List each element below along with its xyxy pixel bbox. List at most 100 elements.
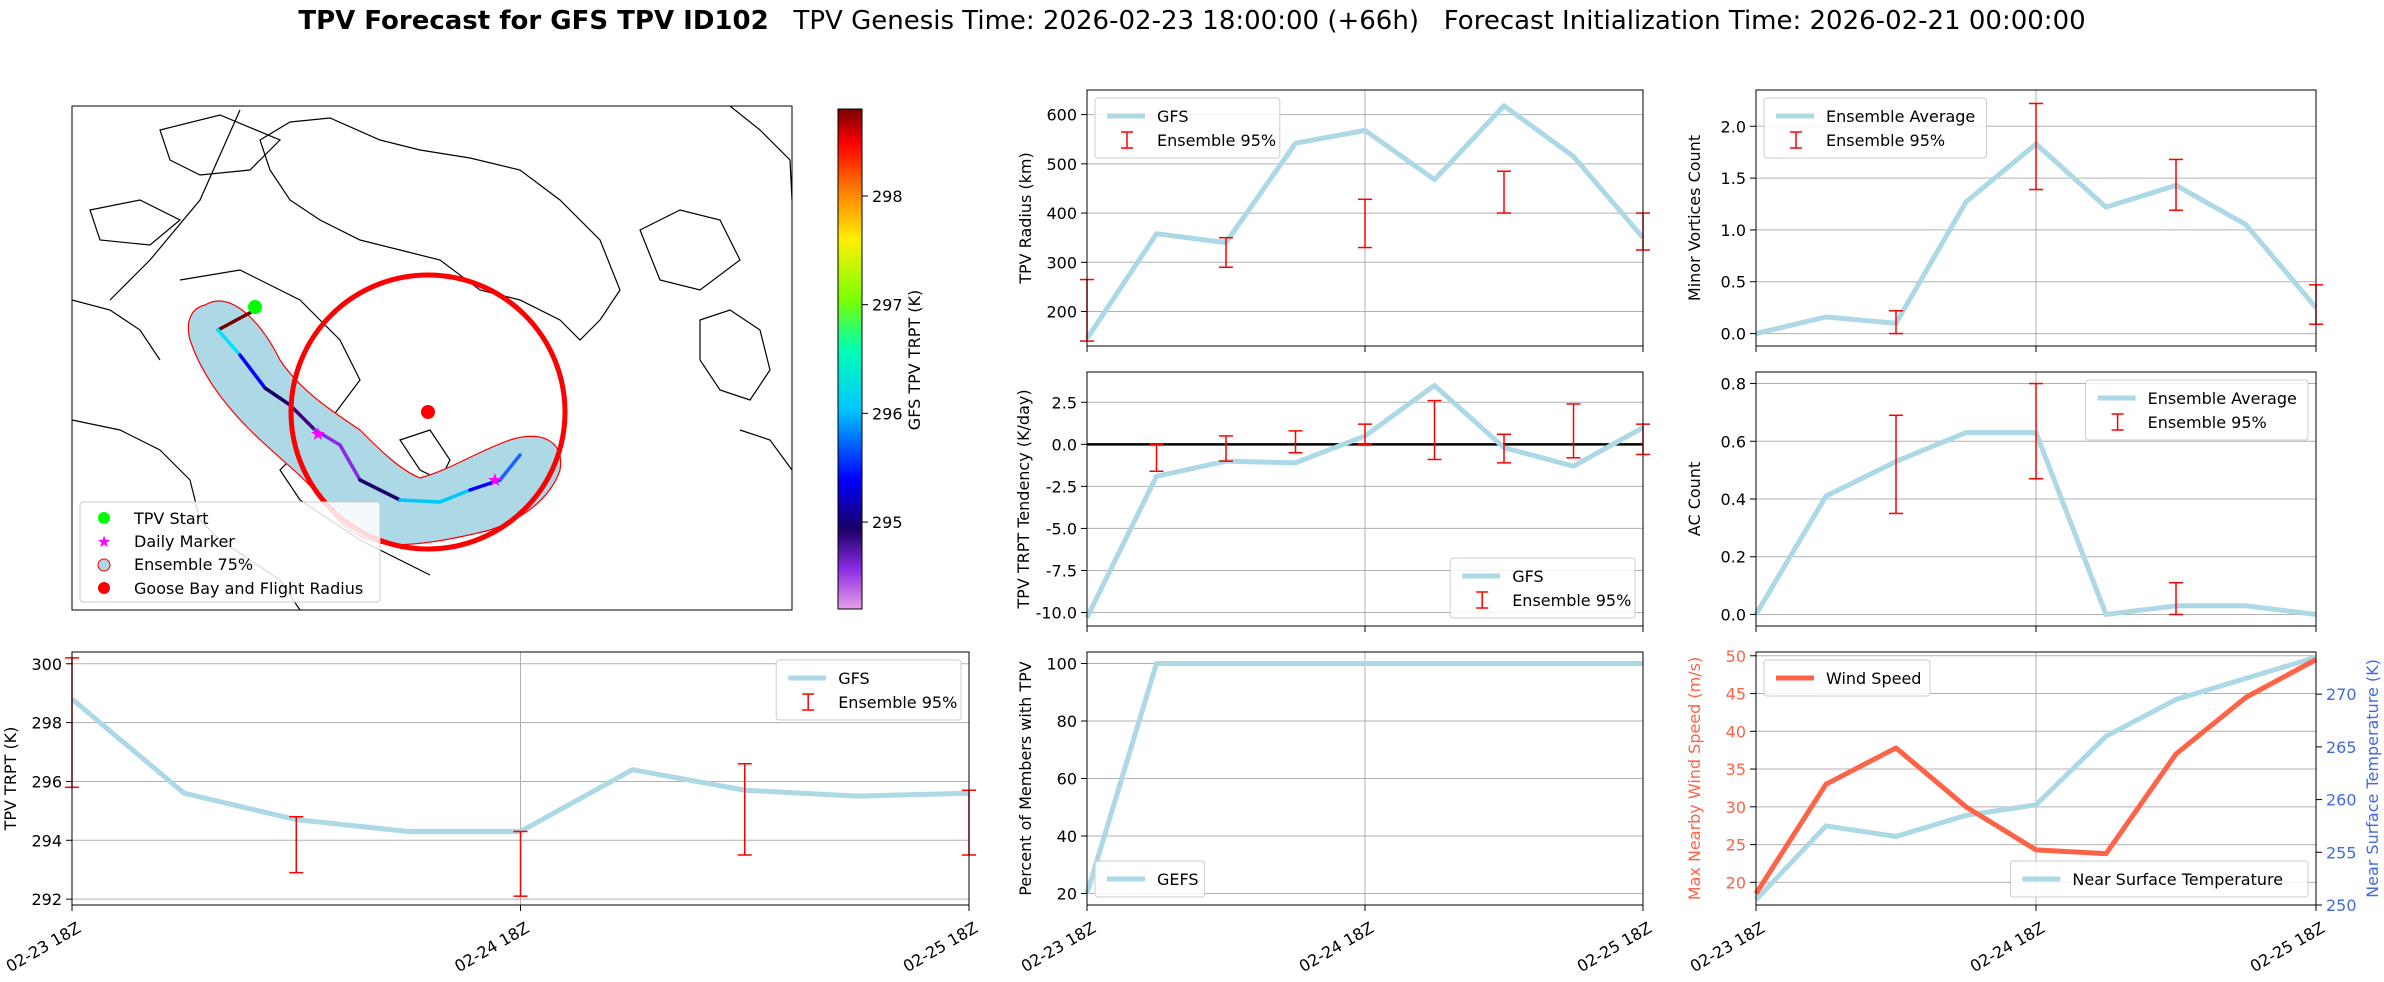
- wind_temp-legend-box-bottom-right: [2009, 860, 2309, 898]
- wind_temp-ytick-right-label-0: 250: [2326, 896, 2357, 915]
- radius-legend-label-0: GFS: [1157, 107, 1188, 126]
- wind_temp-legend-box-top-left: [1763, 659, 1931, 697]
- tendency-errorbar-2: [1288, 430, 1303, 454]
- trpt-legend-label-0: GFS: [838, 669, 869, 688]
- tpv-track: [216, 308, 522, 504]
- radius-errorbar-3: [1497, 170, 1511, 214]
- trpt-ylabel: TPV TRPT (K): [1, 727, 20, 832]
- tendency-legend-bottom-right: GFS Ensemble 95%: [1449, 557, 1636, 619]
- wind_temp-line: [1753, 657, 2318, 896]
- wind_temp-legend-top-left: Wind Speed: [1763, 659, 1931, 697]
- minor-legend-label-0: Ensemble Average: [1826, 107, 1975, 126]
- british-isles: [699, 309, 771, 401]
- radius-ytick-label-0: 200: [1046, 303, 1077, 322]
- tendency-ylabel: TPV TRPT Tendency (K/day): [1014, 389, 1033, 609]
- minor-errorbar-2: [2169, 158, 2183, 211]
- wind_temp-xtick-label-0: 02-23 18Z: [1687, 918, 1768, 976]
- ac-errorbar-2: [2169, 581, 2183, 616]
- colorbar-ticks: 295 296 297 298: [862, 187, 903, 532]
- arctic-island-1: [159, 114, 282, 176]
- map-panel: ★ ★ TPV Start ★ Daily Marker Ensemble 75…: [71, 105, 924, 611]
- tendency-ytick-label-5: 2.5: [1052, 393, 1077, 412]
- tendency-errorbar-5: [1497, 433, 1511, 464]
- title-bold: TPV Forecast for GFS TPV ID102: [298, 6, 769, 36]
- wind_temp-legend-bottom-right: Near Surface Temperature: [2009, 860, 2309, 898]
- wind_temp-ytick-right-label-4: 270: [2326, 685, 2357, 704]
- wind_temp-ytick-label-2: 30: [1726, 798, 1746, 817]
- wind_temp-ytick-label-0: 20: [1726, 873, 1746, 892]
- percent-ytick-label-1: 40: [1057, 827, 1077, 846]
- legend-daily-icon: ★: [97, 532, 111, 551]
- legend-ens-label: Ensemble 75%: [134, 555, 253, 574]
- percent-legend-label-0: GEFS: [1157, 870, 1199, 889]
- legend-goose-icon: [98, 582, 110, 594]
- minor-ytick-label-3: 1.5: [1721, 169, 1746, 188]
- percent-line: [1084, 661, 1643, 895]
- wind_temp-ylabel: Max Nearby Wind Speed (m/s): [1685, 657, 1704, 900]
- minor-ytick-label-0: 0.0: [1721, 325, 1746, 344]
- legend-daily-label: Daily Marker: [134, 532, 235, 551]
- radius-line: [1084, 103, 1645, 340]
- ac-legend-label-1: Ensemble 95%: [2148, 413, 2267, 432]
- tendency-legend-label-1: Ensemble 95%: [1512, 591, 1631, 610]
- tendency-ytick-label-0: -10.0: [1036, 604, 1077, 623]
- trpt-ytick-label-4: 300: [31, 655, 62, 674]
- tendency-ytick-label-3: -2.5: [1046, 477, 1077, 496]
- ac-ytick-label-2: 0.4: [1721, 490, 1746, 509]
- wind_temp-ytick-label-4: 40: [1726, 722, 1746, 741]
- tpv-start-marker: [248, 300, 262, 314]
- colorbar-tick-label-3: 298: [872, 187, 903, 206]
- colorbar-tick-label-0: 295: [872, 513, 903, 532]
- trpt-legend-box-top-right: [775, 659, 962, 721]
- trpt-xtick-label-2: 02-25 18Z: [900, 918, 981, 976]
- radius-legend-label-1: Ensemble 95%: [1157, 131, 1276, 150]
- greenland-coast: [259, 117, 621, 341]
- trpt-errorbar-2: [513, 830, 528, 897]
- minor-legend-label-1: Ensemble 95%: [1826, 131, 1945, 150]
- arctic-island-2: [89, 199, 182, 246]
- radius-errorbar-2: [1358, 198, 1372, 249]
- political-boundary: [109, 109, 241, 301]
- percent-legend-bottom-left: GEFS: [1094, 860, 1206, 898]
- trpt-ytick-label-2: 296: [31, 772, 62, 791]
- trpt-ytick-label-3: 298: [31, 714, 62, 733]
- trpt-xtick-label-0: 02-23 18Z: [3, 918, 84, 976]
- colorbar-gradient: [837, 108, 863, 610]
- trpt-xtick-label-1: 02-24 18Z: [451, 918, 532, 976]
- legend-start-icon: [98, 512, 110, 524]
- colorbar: 295 296 297 298 GFS TPV TRPT (K): [837, 108, 924, 610]
- ensemble-75-region: [187, 300, 562, 546]
- minor-legend-top-left: Ensemble Average Ensemble 95%: [1763, 97, 1987, 159]
- ac-errorbar-0: [1889, 414, 1903, 515]
- ac-errorbar-1: [2029, 382, 2043, 480]
- wind_temp-temp-line: [1754, 654, 2317, 902]
- chart-trpt: 292 294 296 298 300 02-23 18Z 02-24 18Z 02-25 1…: [1, 651, 981, 976]
- wind_temp-ylabel-right: Near Surface Temperature (K): [2363, 659, 2382, 898]
- colorbar-tick-label-1: 296: [872, 404, 903, 423]
- ac-legend-box-top-right: [2085, 379, 2309, 441]
- wind_temp-ytick-label-3: 35: [1726, 760, 1746, 779]
- tendency-errorbar-1: [1219, 435, 1233, 462]
- chart-radius: 200 300 400 500 600 TPV Radius (km) GFS Ensembl…: [1016, 89, 1650, 352]
- tendency-errorbar-0: [1149, 443, 1164, 472]
- radius-legend-box-top-left: [1094, 97, 1281, 159]
- minor-ytick-label-2: 1.0: [1721, 221, 1746, 240]
- wind_temp-ytick-right-label-3: 265: [2326, 738, 2357, 757]
- ac-ytick-label-0: 0.0: [1721, 605, 1746, 624]
- wind_temp-ytick-right-label-1: 255: [2326, 843, 2357, 862]
- trpt-errorbar-1: [289, 815, 304, 874]
- title-init: Forecast Initialization Time: 2026-02-21…: [1443, 6, 2086, 36]
- tendency-errorbar-6: [1566, 403, 1581, 459]
- ac-legend-top-right: Ensemble Average Ensemble 95%: [2085, 379, 2309, 441]
- radius-legend-top-left: GFS Ensemble 95%: [1094, 97, 1281, 159]
- wind_temp-legend-label-0: Near Surface Temperature: [2072, 870, 2283, 889]
- wind_temp-legend-label-0: Wind Speed: [1826, 669, 1921, 688]
- radius-ytick-label-1: 300: [1046, 253, 1077, 272]
- wind_temp-xtick-label-2: 02-25 18Z: [2247, 918, 2328, 976]
- radius-ytick-label-2: 400: [1046, 204, 1077, 223]
- wind_temp-ytick-right-label-2: 260: [2326, 791, 2357, 810]
- europe-coast: [739, 429, 792, 471]
- colorbar-tick-label-2: 297: [872, 296, 903, 315]
